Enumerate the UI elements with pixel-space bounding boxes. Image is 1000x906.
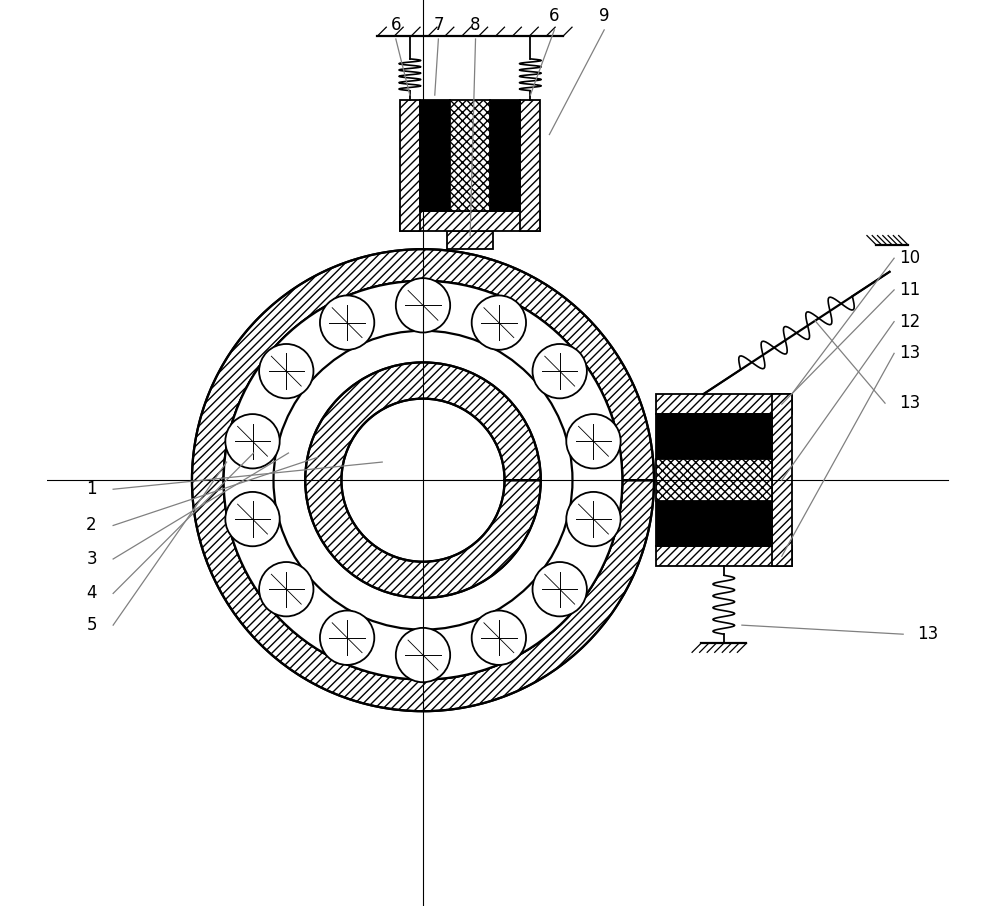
Bar [490, 100, 520, 211]
Text: 2: 2 [86, 516, 97, 535]
Circle shape [566, 492, 621, 546]
Circle shape [225, 414, 280, 468]
Text: 12: 12 [899, 313, 920, 331]
Circle shape [259, 344, 313, 399]
Circle shape [533, 344, 587, 399]
Bar [447, 231, 493, 249]
Bar [772, 394, 792, 566]
Bar [656, 394, 792, 414]
Text: 13: 13 [899, 344, 920, 362]
Circle shape [259, 562, 313, 616]
Text: 11: 11 [899, 281, 920, 299]
Text: 6: 6 [549, 7, 560, 25]
Circle shape [320, 611, 374, 665]
Circle shape [396, 628, 450, 682]
Bar [450, 100, 490, 211]
Circle shape [566, 414, 621, 468]
Circle shape [533, 562, 587, 616]
Text: 1: 1 [86, 480, 97, 498]
Text: 8: 8 [470, 16, 481, 34]
Text: 10: 10 [899, 249, 920, 267]
Bar [400, 211, 540, 231]
Text: 7: 7 [433, 16, 444, 34]
Circle shape [320, 295, 374, 350]
Text: 3: 3 [86, 550, 97, 568]
Circle shape [225, 492, 280, 546]
Text: 13: 13 [899, 394, 920, 412]
Text: 9: 9 [599, 7, 609, 25]
Bar [400, 100, 420, 231]
Polygon shape [192, 249, 654, 711]
Circle shape [396, 278, 450, 333]
Bar [656, 501, 772, 546]
Text: 6: 6 [391, 16, 401, 34]
Bar [656, 546, 792, 566]
Text: 5: 5 [86, 616, 97, 634]
Circle shape [224, 281, 622, 680]
Bar [656, 459, 772, 501]
Circle shape [472, 611, 526, 665]
Bar [420, 100, 450, 211]
Polygon shape [305, 362, 541, 598]
Bar [656, 414, 772, 459]
Bar [520, 100, 540, 231]
Circle shape [472, 295, 526, 350]
Text: 13: 13 [917, 625, 938, 643]
Text: 4: 4 [86, 584, 97, 602]
